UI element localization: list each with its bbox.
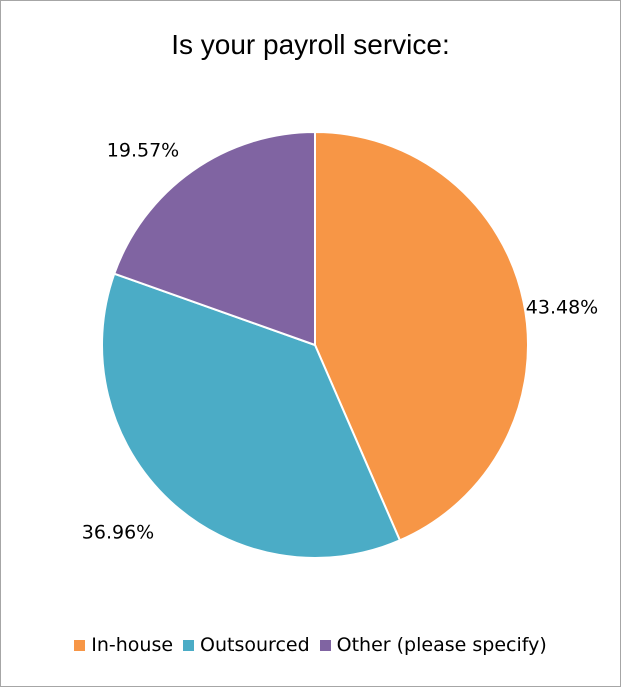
data-label-2: 36.96%	[82, 522, 154, 544]
data-label-3: 19.57%	[107, 140, 179, 162]
chart-legend: In-house Outsourced Other (please specif…	[0, 634, 621, 656]
legend-swatch-in-house	[74, 639, 86, 651]
legend-swatch-outsourced	[183, 639, 195, 651]
pie-slice-in-house	[314, 130, 529, 542]
pie-data-labels: 43.48% 36.96% 19.57%	[82, 140, 598, 544]
pie-slice-other-please-specify	[113, 130, 316, 347]
legend-label-other: Other (please specify)	[336, 634, 547, 656]
data-label-1: 43.48%	[526, 297, 598, 319]
legend-item-other: Other (please specify)	[319, 634, 547, 656]
chart-title: Is your payroll service:	[171, 29, 450, 60]
pie-slices	[101, 130, 529, 559]
legend-label-outsourced: Outsourced	[200, 634, 310, 656]
legend-item-in-house: In-house	[74, 634, 173, 656]
pie-slice-outsourced	[101, 272, 402, 559]
legend-label-in-house: In-house	[91, 634, 174, 656]
legend-item-outsourced: Outsourced	[183, 634, 310, 656]
legend-swatch-other	[319, 639, 331, 651]
